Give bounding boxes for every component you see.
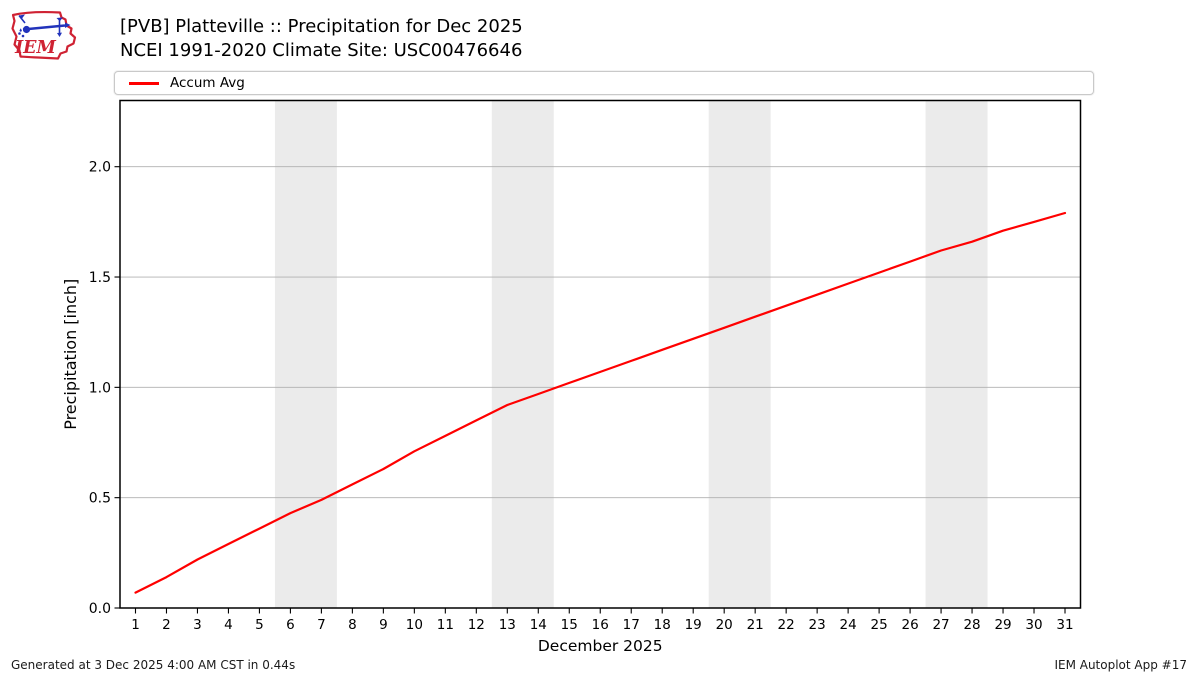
accum-avg-line: [134, 211, 1067, 594]
weather-station-glyph: [18, 14, 71, 38]
x-tick-label: 10: [406, 617, 423, 633]
x-tick-label: 24: [840, 617, 857, 633]
x-tick-label: 31: [1056, 617, 1073, 633]
x-tick-label: 27: [932, 617, 949, 633]
generated-timestamp: Generated at 3 Dec 2025 4:00 AM CST in 0…: [11, 658, 296, 672]
weekend-band: [274, 100, 337, 608]
chart-subtitle: NCEI 1991-2020 Climate Site: USC00476646: [120, 40, 523, 61]
app-credit: IEM Autoplot App #17: [1054, 658, 1187, 672]
x-axis-label: December 2025: [538, 637, 663, 655]
x-tick-label: 28: [963, 617, 980, 633]
y-tick-label: 1.0: [89, 380, 111, 396]
x-tick-label: 2: [162, 617, 171, 633]
x-tick-label: 21: [747, 617, 764, 633]
weekend-band: [708, 100, 771, 608]
x-tick-label: 20: [716, 617, 733, 633]
accum-avg-line-swatch: [129, 81, 159, 85]
x-tick-label: 23: [809, 617, 826, 633]
weekend-band: [925, 100, 988, 608]
chart-title: [PVB] Platteville :: Precipitation for D…: [120, 16, 523, 37]
iem-logo-text: IEM: [14, 38, 57, 58]
chart-title-block: [PVB] Platteville :: Precipitation for D…: [120, 15, 523, 63]
y-tick-label: 0.5: [89, 491, 111, 507]
weekend-band: [491, 100, 554, 608]
x-tick-label: 6: [286, 617, 295, 633]
x-tick-label: 15: [561, 617, 578, 633]
y-axis-label: Precipitation [inch]: [61, 279, 80, 430]
x-tick-label: 3: [193, 617, 202, 633]
x-tick-label: 18: [654, 617, 671, 633]
legend: Accum Avg: [114, 71, 1094, 95]
x-tick-label: 22: [778, 617, 795, 633]
x-tick-label: 1: [131, 617, 140, 633]
y-tick-label: 1.5: [89, 270, 111, 286]
x-tick-label: 9: [379, 617, 388, 633]
y-tick-label: 0.0: [89, 601, 111, 617]
legend-label: Accum Avg: [170, 75, 245, 91]
x-tick-label: 30: [1025, 617, 1042, 633]
x-tick-label: 8: [348, 617, 357, 633]
x-tick-label: 14: [530, 617, 547, 633]
x-tick-label: 17: [623, 617, 640, 633]
x-tick-label: 4: [224, 617, 233, 633]
x-tick-label: 12: [468, 617, 485, 633]
y-tick-label: 2.0: [89, 160, 111, 176]
x-tick-label: 7: [317, 617, 326, 633]
x-tick-label: 25: [871, 617, 888, 633]
x-tick-label: 16: [592, 617, 609, 633]
iem-logo-icon: IEM: [11, 11, 77, 60]
x-tick-label: 19: [685, 617, 702, 633]
x-tick-label: 26: [901, 617, 918, 633]
x-tick-label: 29: [994, 617, 1011, 633]
x-tick-label: 13: [499, 617, 516, 633]
x-tick-label: 5: [255, 617, 264, 633]
x-tick-label: 11: [437, 617, 454, 633]
